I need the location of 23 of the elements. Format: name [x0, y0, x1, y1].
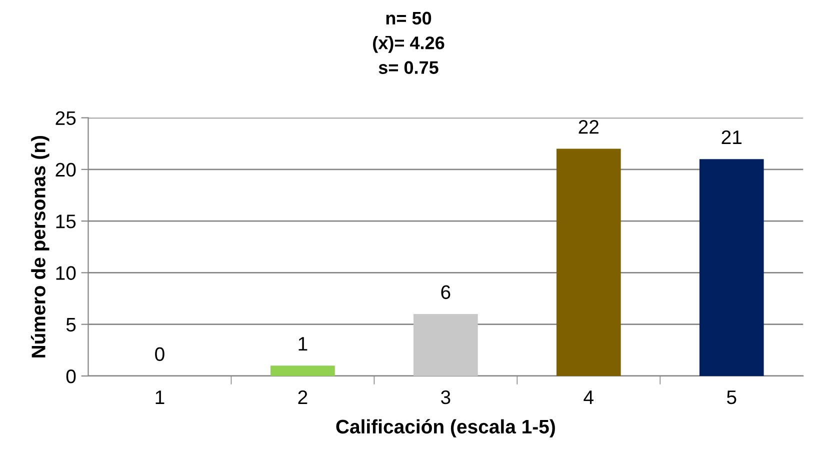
x-tick-label: 1 [156, 390, 164, 404]
bar [699, 159, 764, 376]
bar [414, 314, 478, 376]
x-axis-title: Calificación (escala 1-5) [336, 419, 555, 438]
chart-title: n= 50 (x̄)= 4.26 s= 0.75 [373, 12, 444, 74]
y-axis-title: Número de personas (n) [30, 136, 50, 358]
bar [270, 366, 335, 376]
data-label: 22 [578, 120, 598, 134]
data-label: 1 [298, 337, 308, 351]
x-tick-label: 5 [726, 390, 736, 404]
bar [556, 148, 621, 376]
data-label: 21 [722, 130, 742, 144]
y-tick-label: 10 [56, 266, 76, 280]
data-label: 6 [441, 285, 450, 300]
x-tick-label: 4 [584, 390, 594, 404]
y-tick-label: 20 [56, 162, 76, 177]
y-tick-label: 0 [66, 369, 76, 384]
y-tick-label: 25 [56, 111, 76, 126]
y-tick-label: 5 [66, 318, 76, 332]
x-tick-label: 3 [441, 390, 450, 404]
y-tick-label: 15 [56, 214, 76, 228]
data-label: 0 [155, 347, 164, 362]
x-tick-label: 2 [298, 390, 308, 404]
